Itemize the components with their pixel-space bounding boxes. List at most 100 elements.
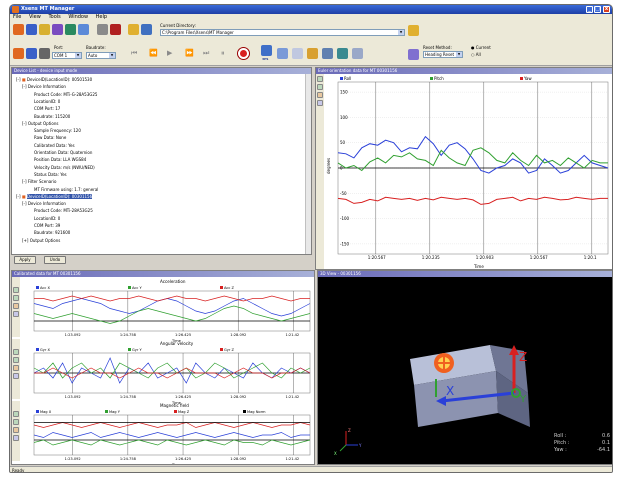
tree-item[interactable]: Baudrate: 921600 xyxy=(34,230,70,235)
tree-item[interactable]: [-] ■ DeviceID(LocationID): 00501530 xyxy=(16,77,92,82)
tree-item[interactable]: [-] Device Information xyxy=(22,201,66,206)
browse-folder-icon[interactable] xyxy=(408,25,419,36)
table-icon[interactable] xyxy=(292,48,303,59)
cube-icon[interactable] xyxy=(322,48,333,59)
zoom-out-icon[interactable] xyxy=(13,295,19,301)
tree-item[interactable]: [-] Filter Scenario xyxy=(22,179,56,184)
radio-current[interactable]: ● Current xyxy=(471,45,491,50)
gps-icon[interactable] xyxy=(261,45,272,56)
radio-all[interactable]: ○ All xyxy=(471,52,481,57)
stop-log-icon[interactable] xyxy=(97,24,108,35)
port-combo[interactable]: COM 1 ▼ xyxy=(52,52,82,59)
globe-icon[interactable] xyxy=(337,48,348,59)
fit-icon[interactable] xyxy=(13,435,19,441)
tree-item[interactable]: Raw Data: None xyxy=(34,135,66,140)
tree-item[interactable]: Calibrated Data: Yes xyxy=(34,143,75,148)
play-icon[interactable]: ▶ xyxy=(167,49,173,57)
tree-item[interactable]: [-] Device Information xyxy=(22,84,66,89)
close-button[interactable]: x xyxy=(603,6,610,13)
tree-item[interactable]: LocationID: 0 xyxy=(34,216,60,221)
pan-icon[interactable] xyxy=(317,92,323,98)
tree-item[interactable]: Velocity Data: m/s (NWU/NED) xyxy=(34,165,95,170)
view3d-canvas[interactable]: Z X Y Y Z X Roll : 0.6 Pitch : 0.1 Yaw : -64.… xyxy=(318,277,613,465)
open-folder-icon[interactable] xyxy=(128,24,139,35)
rewind-icon[interactable]: ⏪ xyxy=(149,49,158,57)
reset-icon[interactable] xyxy=(408,49,419,60)
connect-icon[interactable] xyxy=(13,24,24,35)
tree-item[interactable]: COM Port: 39 xyxy=(34,223,60,228)
scan-icon[interactable] xyxy=(26,24,37,35)
maximize-button[interactable]: □ xyxy=(594,6,601,13)
fit-icon[interactable] xyxy=(13,311,19,317)
fit-icon[interactable] xyxy=(13,373,19,379)
plot-icon[interactable] xyxy=(277,48,288,59)
tree-item[interactable]: Sample Frequency: 120 xyxy=(34,128,81,133)
settings-icon[interactable] xyxy=(39,24,50,35)
export-icon[interactable] xyxy=(141,24,152,35)
port-icon[interactable] xyxy=(39,48,50,59)
record-icon[interactable] xyxy=(13,48,24,59)
chevron-down-icon[interactable]: ▼ xyxy=(75,53,81,58)
menu-help[interactable]: Help xyxy=(95,14,108,20)
pan-icon[interactable] xyxy=(13,303,19,309)
fast-forward-icon[interactable]: ⏩ xyxy=(185,49,194,57)
tree-item[interactable]: Product Code: MTi-G-28A53G25 xyxy=(34,92,97,97)
collapse-icon[interactable]: [-] xyxy=(22,179,28,185)
euler-chart[interactable]: 1:20.567 1:20.235 1:20.903 1:20.567 1:20.1 15… xyxy=(324,74,612,270)
pause-icon[interactable]: ⏸ xyxy=(221,49,225,57)
tree-item[interactable]: Baudrate: 115200 xyxy=(34,114,70,119)
tree-item[interactable]: Position Data: LLA WGS84 xyxy=(34,157,86,162)
apply-button[interactable]: Apply xyxy=(14,256,36,264)
chevron-down-icon[interactable]: ▼ xyxy=(398,30,404,35)
menu-view[interactable]: View xyxy=(28,14,41,20)
menu-file[interactable]: File xyxy=(13,14,22,20)
zoom-out-icon[interactable] xyxy=(317,84,323,90)
tree-item[interactable]: [-] ■ DeviceID(LocationID): 00301156 xyxy=(16,193,93,199)
close-file-icon[interactable] xyxy=(110,24,121,35)
zoom-out-icon[interactable] xyxy=(13,357,19,363)
tree-item[interactable]: LocationID: 0 xyxy=(34,99,60,104)
plot-area[interactable] xyxy=(33,290,311,332)
reset-method-combo[interactable]: Heading Reset ▼ xyxy=(423,51,463,58)
tree-item[interactable]: Orientation Data: Quaternion xyxy=(34,150,92,155)
tree-item[interactable]: COM Port: 17 xyxy=(34,106,60,111)
tree-item[interactable]: Product Code: MTi-28A53G25 xyxy=(34,208,93,213)
zoom-in-icon[interactable] xyxy=(13,349,19,355)
device-icon[interactable] xyxy=(65,24,76,35)
filter-icon[interactable] xyxy=(52,24,63,35)
pan-icon[interactable] xyxy=(13,427,19,433)
calibrated-chart[interactable]: 1:23.092 1:24.758 1:26.425 1:28.092 1:21.42 A… xyxy=(20,277,314,465)
tree-item[interactable]: [+] Output Options xyxy=(22,238,60,243)
collapse-icon[interactable]: [-] xyxy=(22,201,28,207)
fit-icon[interactable] xyxy=(317,100,323,106)
tree-scrollbar[interactable] xyxy=(305,74,311,254)
menu-tools[interactable]: Tools xyxy=(48,14,61,20)
tree-item[interactable]: [-] Output Options xyxy=(22,121,58,126)
expand-icon[interactable]: [+] xyxy=(22,237,30,243)
configure-icon[interactable] xyxy=(78,24,89,35)
minimize-button[interactable]: _ xyxy=(586,6,593,13)
chevron-down-icon[interactable]: ▼ xyxy=(456,52,462,57)
chevron-down-icon[interactable]: ▼ xyxy=(109,53,115,58)
skip-back-icon[interactable]: ⏮ xyxy=(131,49,138,57)
collapse-icon[interactable]: [-] xyxy=(22,84,28,90)
menu-window[interactable]: Window xyxy=(68,14,89,20)
zoom-out-icon[interactable] xyxy=(13,419,19,425)
collapse-icon[interactable]: [-] xyxy=(22,120,28,126)
skip-forward-icon[interactable]: ⏭ xyxy=(203,49,210,57)
collapse-icon[interactable]: [-] xyxy=(16,77,22,82)
undo-button[interactable]: Undo xyxy=(44,256,66,264)
device-tree[interactable]: [-] ■ DeviceID(LocationID): 00501530 [-] … xyxy=(12,74,311,246)
tree-item[interactable]: Status Data: Yes xyxy=(34,172,67,177)
tree-item[interactable]: MT Firmware using: 1.7: general xyxy=(34,187,98,192)
record-button-icon[interactable] xyxy=(238,48,249,59)
zoom-in-icon[interactable] xyxy=(317,76,323,82)
current-directory-combo[interactable]: C:\Program Files\Xsens\MT Manager ▼ xyxy=(160,29,405,36)
zoom-in-icon[interactable] xyxy=(13,411,19,417)
info-icon[interactable] xyxy=(352,48,363,59)
chart-icon[interactable] xyxy=(307,48,318,59)
pan-icon[interactable] xyxy=(13,365,19,371)
baudrate-combo[interactable]: Auto ▼ xyxy=(86,52,116,59)
zoom-in-icon[interactable] xyxy=(13,287,19,293)
collapse-icon[interactable]: [-] xyxy=(16,193,22,199)
